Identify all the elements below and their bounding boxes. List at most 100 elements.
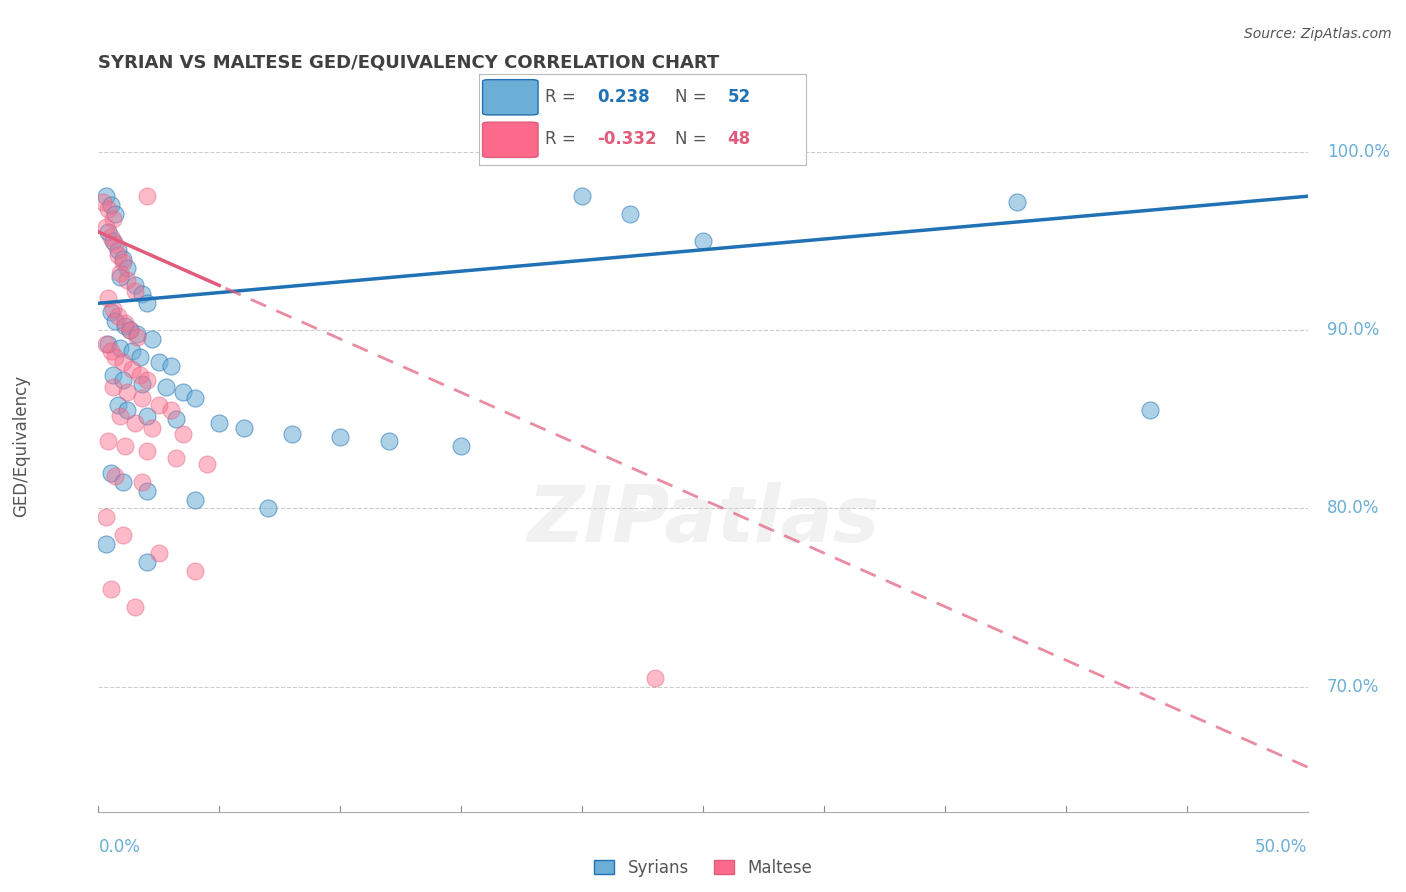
Point: [101, 380, 124, 394]
Text: N =: N =: [675, 130, 711, 148]
Point: [101, 368, 124, 382]
Point: [160, 359, 183, 373]
Point: [104, 207, 127, 221]
Text: ZIPatlas: ZIPatlas: [527, 482, 879, 558]
Point: [127, 330, 149, 344]
Point: [644, 671, 666, 685]
Point: [104, 314, 127, 328]
FancyBboxPatch shape: [482, 122, 538, 157]
Point: [281, 426, 304, 441]
Point: [100, 230, 122, 244]
Point: [165, 451, 187, 466]
Point: [111, 255, 134, 269]
Point: [97, 202, 120, 216]
Point: [107, 248, 129, 262]
Text: 0.238: 0.238: [596, 87, 650, 106]
Text: N =: N =: [675, 87, 711, 106]
Point: [619, 207, 641, 221]
Point: [135, 444, 157, 458]
Point: [148, 398, 170, 412]
FancyBboxPatch shape: [482, 79, 538, 115]
Point: [100, 198, 122, 212]
Point: [172, 426, 194, 441]
Point: [148, 355, 170, 369]
Point: [131, 391, 153, 405]
Text: 70.0%: 70.0%: [1327, 678, 1379, 696]
Point: [117, 260, 139, 275]
Point: [256, 501, 278, 516]
Point: [160, 403, 183, 417]
Point: [208, 416, 231, 430]
Point: [141, 332, 163, 346]
Legend: Syrians, Maltese: Syrians, Maltese: [588, 852, 818, 883]
Point: [155, 380, 177, 394]
Text: 100.0%: 100.0%: [1327, 143, 1391, 161]
Point: [107, 243, 129, 257]
Text: 48: 48: [727, 130, 751, 148]
Point: [111, 475, 134, 489]
Point: [94, 189, 117, 203]
Point: [94, 510, 117, 524]
Point: [108, 409, 131, 423]
Point: [117, 403, 139, 417]
Point: [172, 385, 194, 400]
Text: SYRIAN VS MALTESE GED/EQUIVALENCY CORRELATION CHART: SYRIAN VS MALTESE GED/EQUIVALENCY CORREL…: [98, 54, 720, 71]
Point: [114, 439, 136, 453]
Text: 52: 52: [727, 87, 751, 106]
Point: [94, 537, 117, 551]
Point: [377, 434, 399, 448]
Point: [1139, 403, 1161, 417]
Point: [184, 391, 207, 405]
Point: [118, 323, 141, 337]
Point: [97, 225, 120, 239]
Text: 50.0%: 50.0%: [1256, 838, 1308, 856]
Point: [128, 350, 150, 364]
Point: [128, 368, 150, 382]
Point: [97, 337, 120, 351]
Point: [100, 305, 122, 319]
Point: [100, 344, 122, 359]
Point: [118, 323, 141, 337]
Point: [135, 555, 157, 569]
Point: [104, 237, 127, 252]
Point: [124, 416, 146, 430]
Point: [135, 296, 157, 310]
Point: [131, 287, 153, 301]
Point: [114, 319, 136, 334]
Point: [94, 219, 117, 234]
Point: [111, 373, 134, 387]
Point: [101, 234, 124, 248]
Point: [94, 337, 117, 351]
Point: [117, 273, 139, 287]
Point: [135, 373, 157, 387]
Point: [124, 599, 146, 614]
Text: 80.0%: 80.0%: [1327, 500, 1379, 517]
Text: Source: ZipAtlas.com: Source: ZipAtlas.com: [1244, 27, 1392, 41]
Point: [124, 278, 146, 293]
Point: [165, 412, 187, 426]
Point: [111, 528, 134, 542]
Point: [117, 385, 139, 400]
Point: [184, 564, 207, 578]
Point: [114, 316, 136, 330]
Point: [135, 483, 157, 498]
Point: [571, 189, 593, 203]
Point: [107, 309, 129, 323]
Point: [184, 492, 207, 507]
Point: [101, 301, 124, 316]
Text: R =: R =: [544, 87, 581, 106]
Point: [141, 421, 163, 435]
Point: [108, 341, 131, 355]
Point: [124, 284, 146, 298]
Point: [97, 291, 120, 305]
Text: 90.0%: 90.0%: [1327, 321, 1379, 339]
Point: [692, 234, 714, 248]
Text: GED/Equivalency: GED/Equivalency: [13, 375, 30, 517]
Point: [101, 212, 124, 227]
Point: [107, 398, 129, 412]
Point: [131, 376, 153, 391]
Point: [131, 475, 153, 489]
Point: [148, 546, 170, 560]
Point: [111, 355, 134, 369]
Text: -0.332: -0.332: [596, 130, 657, 148]
